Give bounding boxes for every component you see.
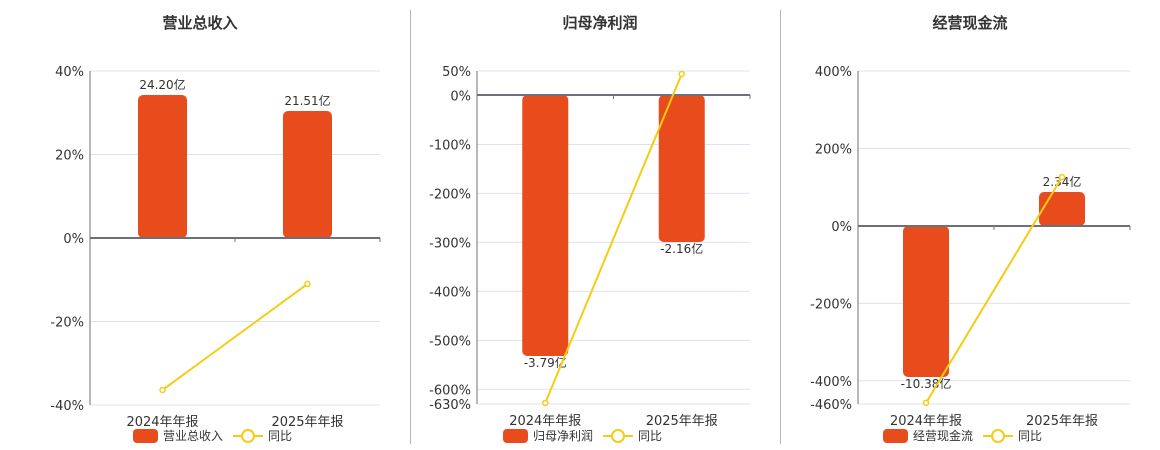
- yoy-line: [161, 283, 309, 391]
- yoy-point: [1058, 173, 1066, 181]
- chart-title: 营业总收入: [162, 14, 238, 32]
- y-tick-label: 20%: [55, 149, 84, 164]
- chart-operating-cash-flow: 经营现金流 400% 200% 0% -200% -400% -460% -10.38亿 2.…: [780, 0, 1160, 450]
- yoy-point: [542, 399, 549, 407]
- legend-bar-label: 营业总收入: [163, 429, 224, 443]
- legend-line-icon: [233, 428, 264, 443]
- chart-revenue: 营业总收入 40% 20% 0% -20% -40% 24.20亿 21.51亿 2024年年…: [0, 0, 400, 450]
- yoy-line: [544, 73, 683, 404]
- y-tick-label: -630%: [429, 398, 471, 413]
- x-tick-label: 2024年年报: [509, 414, 581, 429]
- x-tick-label: 2025年年报: [271, 415, 343, 430]
- divider: [780, 10, 781, 444]
- y-tick-label: -200%: [429, 187, 471, 202]
- y-tick-label: -100%: [429, 138, 471, 153]
- y-tick-label: -600%: [429, 383, 471, 398]
- bar-value-label: -2.16亿: [660, 241, 703, 256]
- chart-legend[interactable]: 营业总收入 同比: [133, 427, 292, 444]
- y-tick-label: -400%: [429, 285, 471, 300]
- chart-legend[interactable]: 归母净利润 同比: [503, 427, 662, 444]
- y-tick-label: 0%: [63, 232, 84, 247]
- legend-bar-label: 经营现金流: [913, 429, 974, 443]
- y-tick-label: -300%: [429, 236, 471, 251]
- yoy-point: [922, 399, 930, 407]
- x-tick-label: 2025年年报: [1026, 414, 1098, 429]
- bar-value-label: 21.51亿: [284, 93, 330, 108]
- legend-bar-swatch: [133, 428, 158, 443]
- x-tick-label: 2025年年报: [646, 414, 718, 429]
- y-tick-label: -400%: [810, 375, 852, 390]
- yoy-point: [678, 70, 685, 78]
- x-tick-label: 2024年年报: [890, 414, 962, 429]
- bar: [138, 95, 187, 238]
- legend-line-label: 同比: [638, 429, 663, 443]
- y-tick-label: 0%: [450, 89, 471, 104]
- y-tick-label: -200%: [810, 297, 852, 312]
- chart-net-profit: 归母净利润 50% 0% -100% -200% -300% -400% -500% -600…: [400, 0, 780, 450]
- chart-title: 经营现金流: [932, 14, 1008, 32]
- y-tick-label: -20%: [50, 316, 84, 331]
- bar: [1039, 192, 1085, 226]
- x-tick-label: 2024年年报: [126, 415, 198, 430]
- yoy-point: [304, 280, 311, 288]
- chart-plot: 50% 0% -100% -200% -300% -400% -500% -600%-630%…: [429, 65, 751, 429]
- divider: [410, 10, 411, 444]
- y-tick-label: 200%: [815, 142, 852, 157]
- yoy-point: [159, 386, 166, 394]
- bar-value-label: -3.79亿: [524, 355, 567, 370]
- y-tick-label: 400%: [815, 65, 852, 80]
- yoy-line: [925, 176, 1063, 404]
- y-tick-label: -460%: [810, 398, 852, 413]
- chart-plot: 40% 20% 0% -20% -40% 24.20亿 21.51亿 2024年年报 2025年…: [50, 65, 381, 430]
- bar: [658, 95, 705, 242]
- legend-line-icon: [983, 428, 1014, 443]
- chart-title: 归母净利润: [562, 14, 638, 32]
- bar-value-label: -10.38亿: [901, 376, 952, 391]
- y-tick-label: -40%: [50, 399, 84, 414]
- legend-bar-swatch: [503, 428, 528, 443]
- chart-plot: 400% 200% 0% -200% -400% -460% -10.38亿 2.34亿 202…: [810, 65, 1131, 429]
- chart-legend[interactable]: 经营现金流 同比: [883, 427, 1042, 444]
- bar-value-label: 2.34亿: [1043, 174, 1082, 189]
- y-tick-label: -500%: [429, 334, 471, 349]
- legend-bar-label: 归母净利润: [533, 429, 594, 443]
- legend-line-icon: [603, 428, 634, 443]
- legend-line-label: 同比: [1018, 429, 1043, 443]
- bar-value-label: 24.20亿: [139, 77, 185, 92]
- y-tick-label: 50%: [442, 65, 471, 80]
- y-tick-label: 0%: [831, 220, 852, 235]
- legend-bar-swatch: [883, 428, 908, 443]
- bar: [522, 95, 569, 356]
- legend-line-label: 同比: [268, 429, 293, 443]
- bar: [903, 226, 949, 377]
- bar: [283, 111, 332, 238]
- y-tick-label: 40%: [55, 65, 84, 80]
